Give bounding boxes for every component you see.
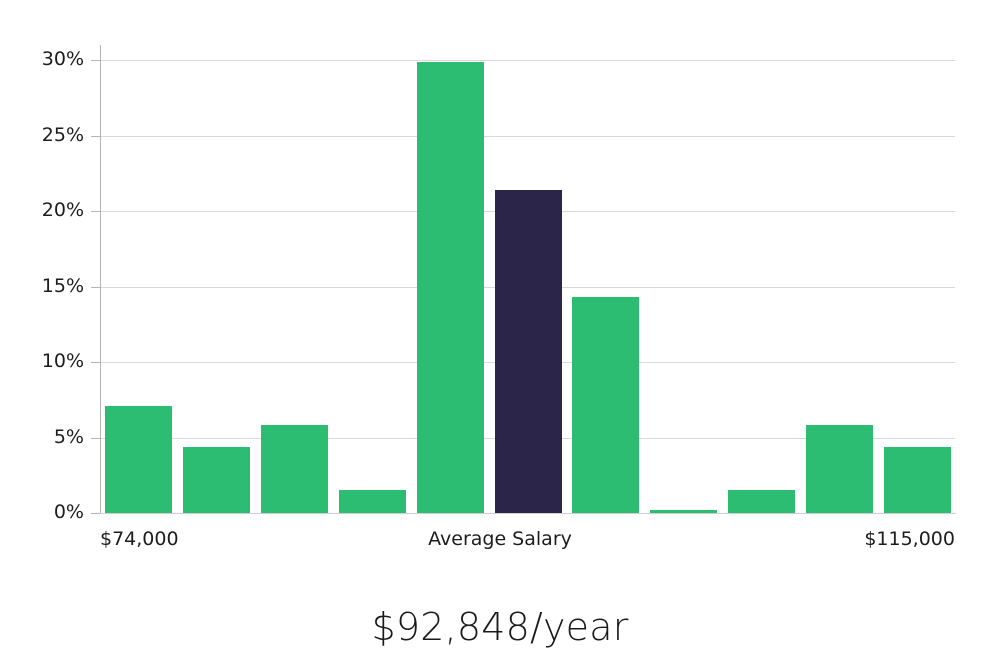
y-axis-tick [91,513,100,514]
bar[interactable] [805,425,873,513]
gridline [100,60,955,61]
bar[interactable] [183,446,251,513]
bar[interactable] [261,425,329,513]
y-axis-line [100,45,101,514]
y-axis-tick-label: 25% [41,123,84,146]
average-salary-caption: $92,848/year [371,605,629,649]
x-axis-title: Average Salary [428,528,572,550]
y-axis-tick [91,211,100,212]
bar[interactable] [883,446,951,513]
x-axis-min-label: $74,000 [100,528,179,550]
bar[interactable] [338,490,406,513]
y-axis-tick-label: 5% [53,425,84,448]
x-axis-max-label: $115,000 [864,528,955,550]
bar[interactable] [416,61,484,513]
y-axis-tick-label: 30% [41,48,84,70]
y-axis-tick [91,135,100,137]
bar[interactable] [105,405,173,513]
bar[interactable] [650,509,718,513]
x-axis-line [100,513,956,514]
y-axis-tick [91,437,100,439]
y-axis-tick [91,362,100,363]
y-axis-tick-label: 20% [41,199,84,221]
bar[interactable] [727,490,795,513]
bar-highlighted[interactable] [494,189,562,513]
y-axis-tick-label: 0% [53,501,84,523]
y-axis-tick [91,286,100,288]
y-axis-tick-label: 15% [41,274,84,297]
y-axis-tick [91,60,100,61]
gridline [100,135,955,137]
y-axis-tick-label: 10% [41,350,84,372]
bar[interactable] [572,297,640,513]
